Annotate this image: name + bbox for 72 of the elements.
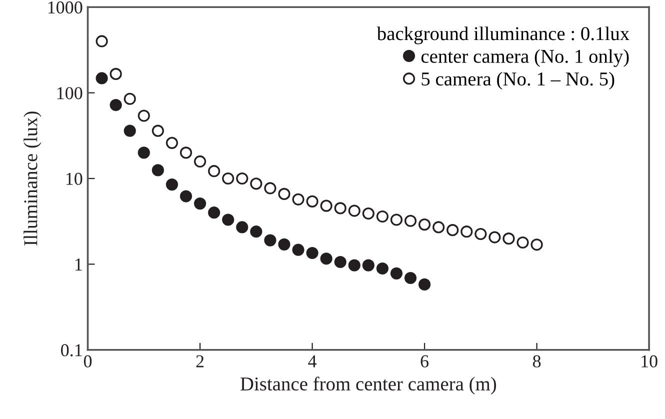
point xyxy=(334,256,346,268)
point xyxy=(390,267,403,280)
legend-label: center camera (No. 1 only) xyxy=(421,49,629,67)
point xyxy=(194,198,206,210)
x-tick-label: 6 xyxy=(420,355,429,368)
point xyxy=(376,210,388,223)
y-tick-label: 1 xyxy=(75,258,82,270)
point xyxy=(124,124,136,137)
point xyxy=(516,236,529,249)
x-tick-label: 8 xyxy=(532,355,541,368)
point xyxy=(348,259,360,272)
point xyxy=(250,178,262,190)
point xyxy=(110,98,122,112)
point xyxy=(194,155,206,168)
point xyxy=(152,124,164,137)
point xyxy=(208,165,220,178)
point xyxy=(362,259,374,272)
point xyxy=(432,221,445,234)
y-tick-label: 100 xyxy=(57,87,82,100)
point xyxy=(488,231,501,244)
point xyxy=(460,226,473,238)
point xyxy=(250,226,262,238)
legend-title: background illuminance : 0.1lux xyxy=(376,26,630,44)
point xyxy=(376,262,388,275)
point xyxy=(180,146,192,159)
point xyxy=(292,193,304,206)
point xyxy=(236,172,248,185)
point xyxy=(96,35,108,48)
point xyxy=(334,202,346,214)
point xyxy=(166,136,178,149)
point xyxy=(474,228,487,240)
point xyxy=(446,224,459,236)
point xyxy=(236,221,248,234)
point xyxy=(530,238,543,251)
point xyxy=(390,214,403,226)
x-tick-label: 4 xyxy=(308,355,317,368)
point xyxy=(320,252,332,265)
point xyxy=(418,218,431,231)
x-tick-label: 2 xyxy=(196,355,204,368)
point xyxy=(208,206,220,219)
y-tick-label: 10 xyxy=(66,172,82,185)
point xyxy=(138,110,150,122)
point xyxy=(264,182,276,194)
point xyxy=(502,232,515,245)
point xyxy=(166,178,178,191)
x-axis-title: Distance from center camera (m) xyxy=(240,376,496,394)
point xyxy=(418,278,431,290)
point xyxy=(278,238,290,250)
point xyxy=(180,190,192,202)
point xyxy=(278,188,290,200)
point xyxy=(138,146,150,159)
point xyxy=(110,68,122,80)
point xyxy=(404,272,417,284)
point xyxy=(404,214,417,227)
point xyxy=(306,195,318,208)
x-tick-label: 10 xyxy=(642,355,658,368)
point xyxy=(348,204,360,217)
point xyxy=(152,164,164,176)
point xyxy=(306,246,318,260)
point xyxy=(292,244,304,256)
y-axis-title: Illuminance (lux) xyxy=(24,112,42,246)
point xyxy=(264,234,276,246)
point xyxy=(222,214,234,226)
point xyxy=(124,92,136,105)
point xyxy=(222,172,234,185)
x-tick-label: 0 xyxy=(84,355,92,368)
point xyxy=(96,72,108,84)
point xyxy=(320,200,332,212)
y-tick-label: 0.1 xyxy=(61,344,82,356)
y-tick-label: 1000 xyxy=(48,1,82,14)
legend-label: 5 camera (No. 1 – No. 5) xyxy=(422,72,614,90)
point xyxy=(362,207,374,220)
